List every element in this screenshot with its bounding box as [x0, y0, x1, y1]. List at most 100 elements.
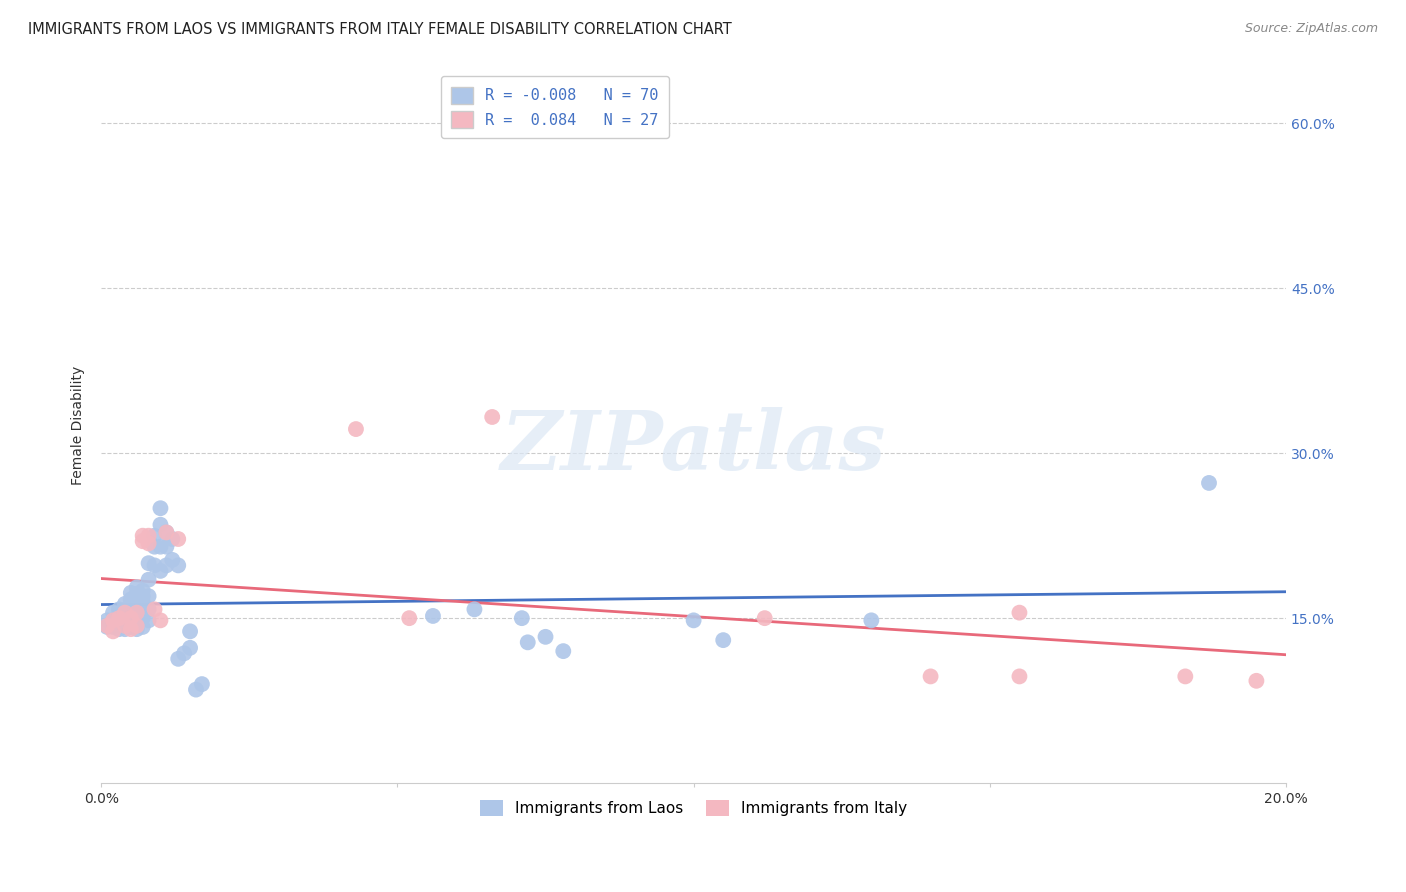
Point: [162, 553, 184, 567]
Point: [131, 600, 153, 615]
Point: [131, 583, 153, 598]
Point: [149, 540, 172, 554]
Point: [754, 611, 776, 625]
Point: [114, 606, 136, 620]
Point: [167, 532, 190, 546]
Text: IMMIGRANTS FROM LAOS VS IMMIGRANTS FROM ITALY FEMALE DISABILITY CORRELATION CHAR: IMMIGRANTS FROM LAOS VS IMMIGRANTS FROM …: [28, 22, 733, 37]
Point: [125, 592, 148, 607]
Point: [191, 677, 214, 691]
Point: [155, 540, 177, 554]
Point: [344, 422, 367, 436]
Point: [138, 613, 160, 627]
Point: [131, 620, 153, 634]
Point: [155, 525, 177, 540]
Point: [860, 613, 883, 627]
Point: [125, 598, 148, 612]
Point: [108, 602, 131, 616]
Point: [101, 620, 124, 634]
Point: [131, 611, 153, 625]
Point: [1174, 669, 1197, 683]
Point: [120, 615, 142, 629]
Point: [143, 558, 166, 573]
Point: [422, 609, 444, 624]
Point: [553, 644, 575, 658]
Point: [120, 611, 142, 625]
Point: [114, 619, 136, 633]
Text: ZIPatlas: ZIPatlas: [501, 408, 886, 487]
Point: [149, 613, 172, 627]
Point: [120, 598, 142, 612]
Point: [463, 602, 485, 616]
Point: [143, 602, 166, 616]
Point: [125, 615, 148, 629]
Point: [398, 611, 420, 625]
Point: [101, 606, 124, 620]
Point: [682, 613, 704, 627]
Point: [114, 603, 136, 617]
Point: [179, 640, 201, 655]
Point: [114, 615, 136, 629]
Point: [96, 613, 118, 627]
Point: [125, 622, 148, 636]
Point: [138, 536, 160, 550]
Point: [125, 609, 148, 624]
Point: [167, 652, 190, 666]
Point: [149, 517, 172, 532]
Point: [125, 619, 148, 633]
Point: [138, 556, 160, 570]
Point: [125, 606, 148, 620]
Point: [481, 409, 503, 424]
Point: [101, 624, 124, 639]
Point: [138, 529, 160, 543]
Point: [149, 501, 172, 516]
Point: [167, 558, 190, 573]
Point: [149, 564, 172, 578]
Point: [125, 587, 148, 601]
Legend: Immigrants from Laos, Immigrants from Italy: Immigrants from Laos, Immigrants from It…: [471, 790, 917, 825]
Point: [96, 619, 118, 633]
Point: [101, 613, 124, 627]
Point: [108, 622, 131, 636]
Point: [125, 580, 148, 594]
Point: [131, 595, 153, 609]
Point: [184, 682, 207, 697]
Point: [96, 620, 118, 634]
Point: [114, 609, 136, 624]
Point: [534, 630, 557, 644]
Text: Source: ZipAtlas.com: Source: ZipAtlas.com: [1244, 22, 1378, 36]
Point: [711, 633, 734, 648]
Point: [131, 606, 153, 620]
Point: [131, 534, 153, 549]
Point: [108, 615, 131, 629]
Point: [1246, 673, 1268, 688]
Point: [138, 602, 160, 616]
Point: [120, 609, 142, 624]
Point: [179, 624, 201, 639]
Point: [114, 597, 136, 611]
Point: [143, 540, 166, 554]
Point: [114, 622, 136, 636]
Point: [120, 603, 142, 617]
Point: [1008, 669, 1031, 683]
Point: [120, 592, 142, 607]
Point: [101, 613, 124, 627]
Point: [131, 529, 153, 543]
Point: [108, 609, 131, 624]
Point: [162, 532, 184, 546]
Point: [131, 589, 153, 603]
Point: [120, 622, 142, 636]
Point: [120, 620, 142, 634]
Point: [108, 611, 131, 625]
Y-axis label: Female Disability: Female Disability: [72, 366, 86, 485]
Point: [143, 529, 166, 543]
Point: [125, 603, 148, 617]
Point: [155, 525, 177, 540]
Point: [120, 586, 142, 600]
Point: [510, 611, 533, 625]
Point: [138, 589, 160, 603]
Point: [1008, 606, 1031, 620]
Point: [155, 558, 177, 573]
Point: [138, 573, 160, 587]
Point: [173, 646, 195, 660]
Point: [516, 635, 538, 649]
